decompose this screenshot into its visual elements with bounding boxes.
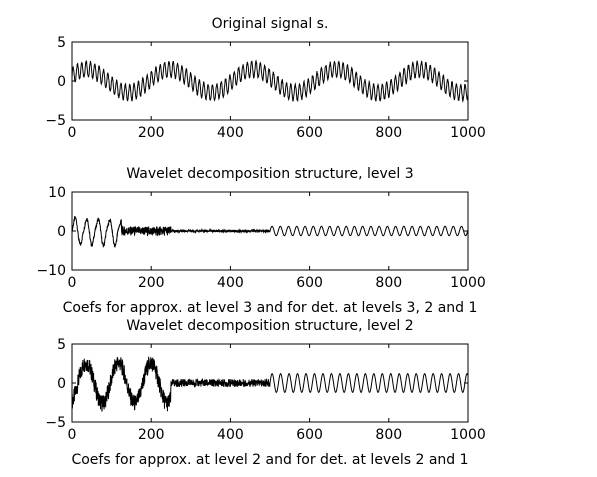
x-tick-label: 0 [68, 427, 77, 443]
signal-path [71, 356, 469, 412]
x-tick-label: 800 [375, 125, 402, 141]
panel-decomposition-level-2: Wavelet decomposition structure, level 2… [45, 318, 485, 468]
y-tick-label: 0 [57, 376, 66, 392]
x-tick-label: 1000 [450, 275, 486, 291]
x-tick-label: 200 [138, 427, 165, 443]
panel-2-title: Wavelet decomposition structure, level 3 [126, 166, 413, 182]
x-tick-label: 600 [296, 125, 323, 141]
x-tick-label: 0 [68, 275, 77, 291]
x-tick-label: 800 [375, 275, 402, 291]
panel-decomposition-level-3: Wavelet decomposition structure, level 3… [36, 166, 485, 316]
x-tick-label: 400 [217, 275, 244, 291]
signal-path [71, 59, 469, 103]
signal-path [71, 216, 469, 249]
x-tick-label: 1000 [450, 427, 486, 443]
x-tick-label: 200 [138, 125, 165, 141]
panel-2-xlabel: Coefs for approx. at level 3 and for det… [63, 300, 478, 316]
panel-1-signal-line [71, 59, 469, 103]
panel-1-title: Original signal s. [212, 16, 329, 32]
x-tick-label: 600 [296, 275, 323, 291]
y-tick-label: −5 [45, 113, 66, 129]
y-tick-label: 5 [57, 337, 66, 353]
y-tick-label: −5 [45, 415, 66, 431]
y-tick-label: 0 [57, 224, 66, 240]
panel-2-coefficients-line [71, 216, 469, 249]
panel-1-axes-box [71, 41, 469, 121]
x-tick-label: 0 [68, 125, 77, 141]
y-tick-label: 10 [48, 185, 66, 201]
panel-3-title: Wavelet decomposition structure, level 2 [126, 318, 413, 334]
panel-3-coefficients-line [71, 356, 469, 412]
y-tick-label: 0 [57, 74, 66, 90]
x-tick-label: 200 [138, 275, 165, 291]
panel-3-xlabel: Coefs for approx. at level 2 and for det… [71, 452, 468, 468]
x-tick-label: 600 [296, 427, 323, 443]
x-tick-label: 1000 [450, 125, 486, 141]
x-tick-label: 800 [375, 427, 402, 443]
y-tick-label: 5 [57, 35, 66, 51]
x-tick-label: 400 [217, 125, 244, 141]
x-tick-label: 400 [217, 427, 244, 443]
y-tick-label: −10 [36, 263, 66, 279]
